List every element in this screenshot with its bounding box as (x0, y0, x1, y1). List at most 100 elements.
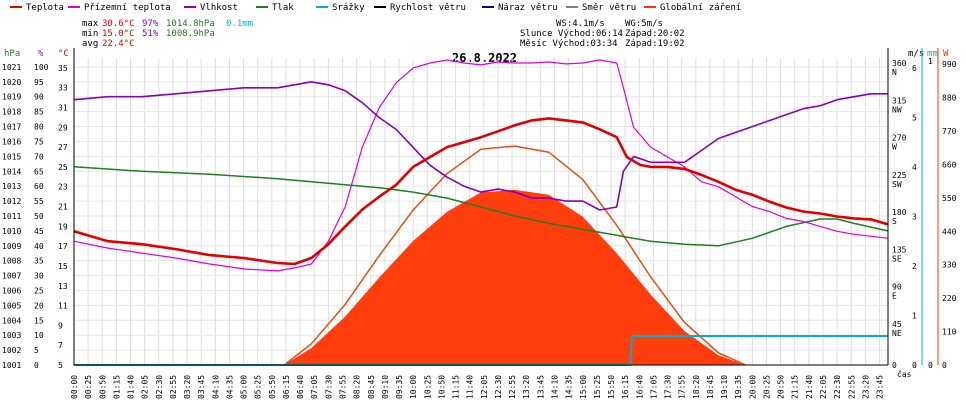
tick-time: 23:45 (876, 375, 885, 399)
tick-temp: 33 (58, 84, 68, 93)
tick-dir: NW (892, 105, 902, 114)
legend-item: Směr větru (582, 3, 636, 13)
tick-temp: 11 (58, 302, 68, 311)
tick-temp: 15 (58, 262, 68, 271)
tick-time: 23:20 (861, 375, 870, 399)
stat-wg: WG:5m/s (625, 19, 663, 29)
temperature-line (73, 117, 889, 266)
tick-pct: 75 (34, 137, 44, 146)
tick-time: 02:30 (155, 375, 164, 399)
tick-dir: 270 (892, 134, 907, 143)
stat-max-hum: 97% (142, 19, 159, 29)
tick-time: 17:55 (678, 375, 687, 399)
legend-item: Vlhkost (200, 3, 238, 13)
tick-dir: 225 (892, 171, 907, 180)
tick-dir: SE (892, 254, 902, 263)
tick-time: 07:55 (339, 375, 348, 399)
tick-time: 09:35 (395, 375, 404, 399)
tick-temp: 17 (58, 242, 68, 251)
tick-hpa: 1016 (2, 137, 21, 146)
tick-time: 12:30 (494, 375, 503, 399)
tick-time: 19:35 (734, 375, 743, 399)
tick-temp: 27 (58, 143, 68, 152)
tick-pct: 0 (34, 361, 39, 370)
tick-w: 990 (942, 60, 957, 69)
axis-unit-ms: m/s (908, 49, 924, 59)
tick-hpa: 1006 (2, 286, 21, 295)
tick-time: 07:30 (324, 375, 333, 399)
tick-time: 05:50 (268, 375, 277, 399)
tick-time: 14:10 (550, 375, 559, 399)
stat-min-hum: 51% (142, 29, 159, 39)
tick-time: 05:25 (254, 375, 263, 399)
legend-item: Přízemní teplota (84, 3, 171, 13)
legend-item: Globální záření (660, 3, 741, 13)
tick-w: 880 (942, 94, 957, 103)
tick-ms: 3 (912, 212, 917, 221)
tick-ms: 0 (912, 361, 917, 370)
tick-dir: 315 (892, 96, 907, 105)
tick-hpa: 1012 (2, 197, 21, 206)
stat-sun-set: Západ:20:02 (625, 29, 685, 39)
stat-moon-set: Západ:19:02 (625, 39, 685, 49)
tick-pct: 25 (34, 286, 44, 295)
tick-time: 22:30 (833, 375, 842, 399)
tick-time: 02:55 (169, 375, 178, 399)
axis-unit-pct: % (38, 49, 44, 59)
tick-temp: 23 (58, 183, 68, 192)
tick-hpa: 1004 (2, 316, 21, 325)
legend-item: Náraz větru (498, 3, 558, 13)
tick-time: 05:00 (240, 375, 249, 399)
stat-min-temp: 15.0°C (102, 29, 135, 39)
tick-time: 17:30 (664, 375, 673, 399)
tick-time: 10:50 (437, 375, 446, 399)
tick-temp: 19 (58, 222, 68, 231)
tick-dir: NE (892, 329, 902, 338)
tick-temp: 13 (58, 282, 68, 291)
tick-hpa: 1020 (2, 78, 21, 87)
tick-dir: 360 (892, 59, 907, 68)
tick-time: 20:25 (762, 375, 771, 399)
tick-ms: 4 (912, 163, 917, 172)
tick-time: 00:00 (70, 375, 79, 399)
tick-time: 06:40 (296, 375, 305, 399)
tick-time: 02:05 (141, 375, 150, 399)
ground-temp-line (73, 59, 889, 272)
tick-hpa: 1021 (2, 63, 21, 72)
tick-time: 01:15 (112, 375, 121, 399)
tick-hpa: 1005 (2, 301, 21, 310)
stat-max-temp: 30.6°C (102, 19, 135, 29)
stat-avg-temp: 22.4°C (102, 39, 135, 49)
tick-pct: 10 (34, 331, 44, 340)
tick-pct: 60 (34, 182, 44, 191)
tick-time: 03:45 (197, 375, 206, 399)
tick-w: 0 (942, 361, 947, 370)
tick-time: 08:45 (367, 375, 376, 399)
tick-pct: 40 (34, 242, 44, 251)
tick-time: 19:10 (720, 375, 729, 399)
tick-time: 03:20 (183, 375, 192, 399)
tick-mm: 1 (928, 57, 933, 66)
tick-time: 16:40 (635, 375, 644, 399)
tick-time: 14:35 (565, 375, 574, 399)
axis-unit-w: W (943, 49, 949, 59)
tick-hpa: 1011 (2, 212, 21, 221)
tick-pct: 50 (34, 212, 44, 221)
tick-hpa: 1017 (2, 123, 21, 132)
tick-temp: 5 (58, 361, 63, 370)
stat-min-press: 1008.9hPa (166, 29, 215, 39)
stat-rain: 0.1mm (226, 19, 253, 29)
tick-time: 13:20 (522, 375, 531, 399)
tick-pct: 5 (34, 346, 39, 355)
legend-item: Tlak (272, 3, 294, 13)
tick-pct: 45 (34, 227, 44, 236)
tick-w: 550 (942, 194, 957, 203)
chart-title: 26.8.2022 (452, 51, 517, 65)
tick-time: 15:25 (593, 375, 602, 399)
legend-item: Rychlost větru (390, 3, 466, 13)
stat-avg-label: avg (82, 39, 98, 49)
tick-time: 18:20 (692, 375, 701, 399)
tick-w: 330 (942, 261, 957, 270)
stat-sun-rise: Slunce Východ:06:14 (520, 29, 623, 39)
tick-dir: 90 (892, 283, 902, 292)
